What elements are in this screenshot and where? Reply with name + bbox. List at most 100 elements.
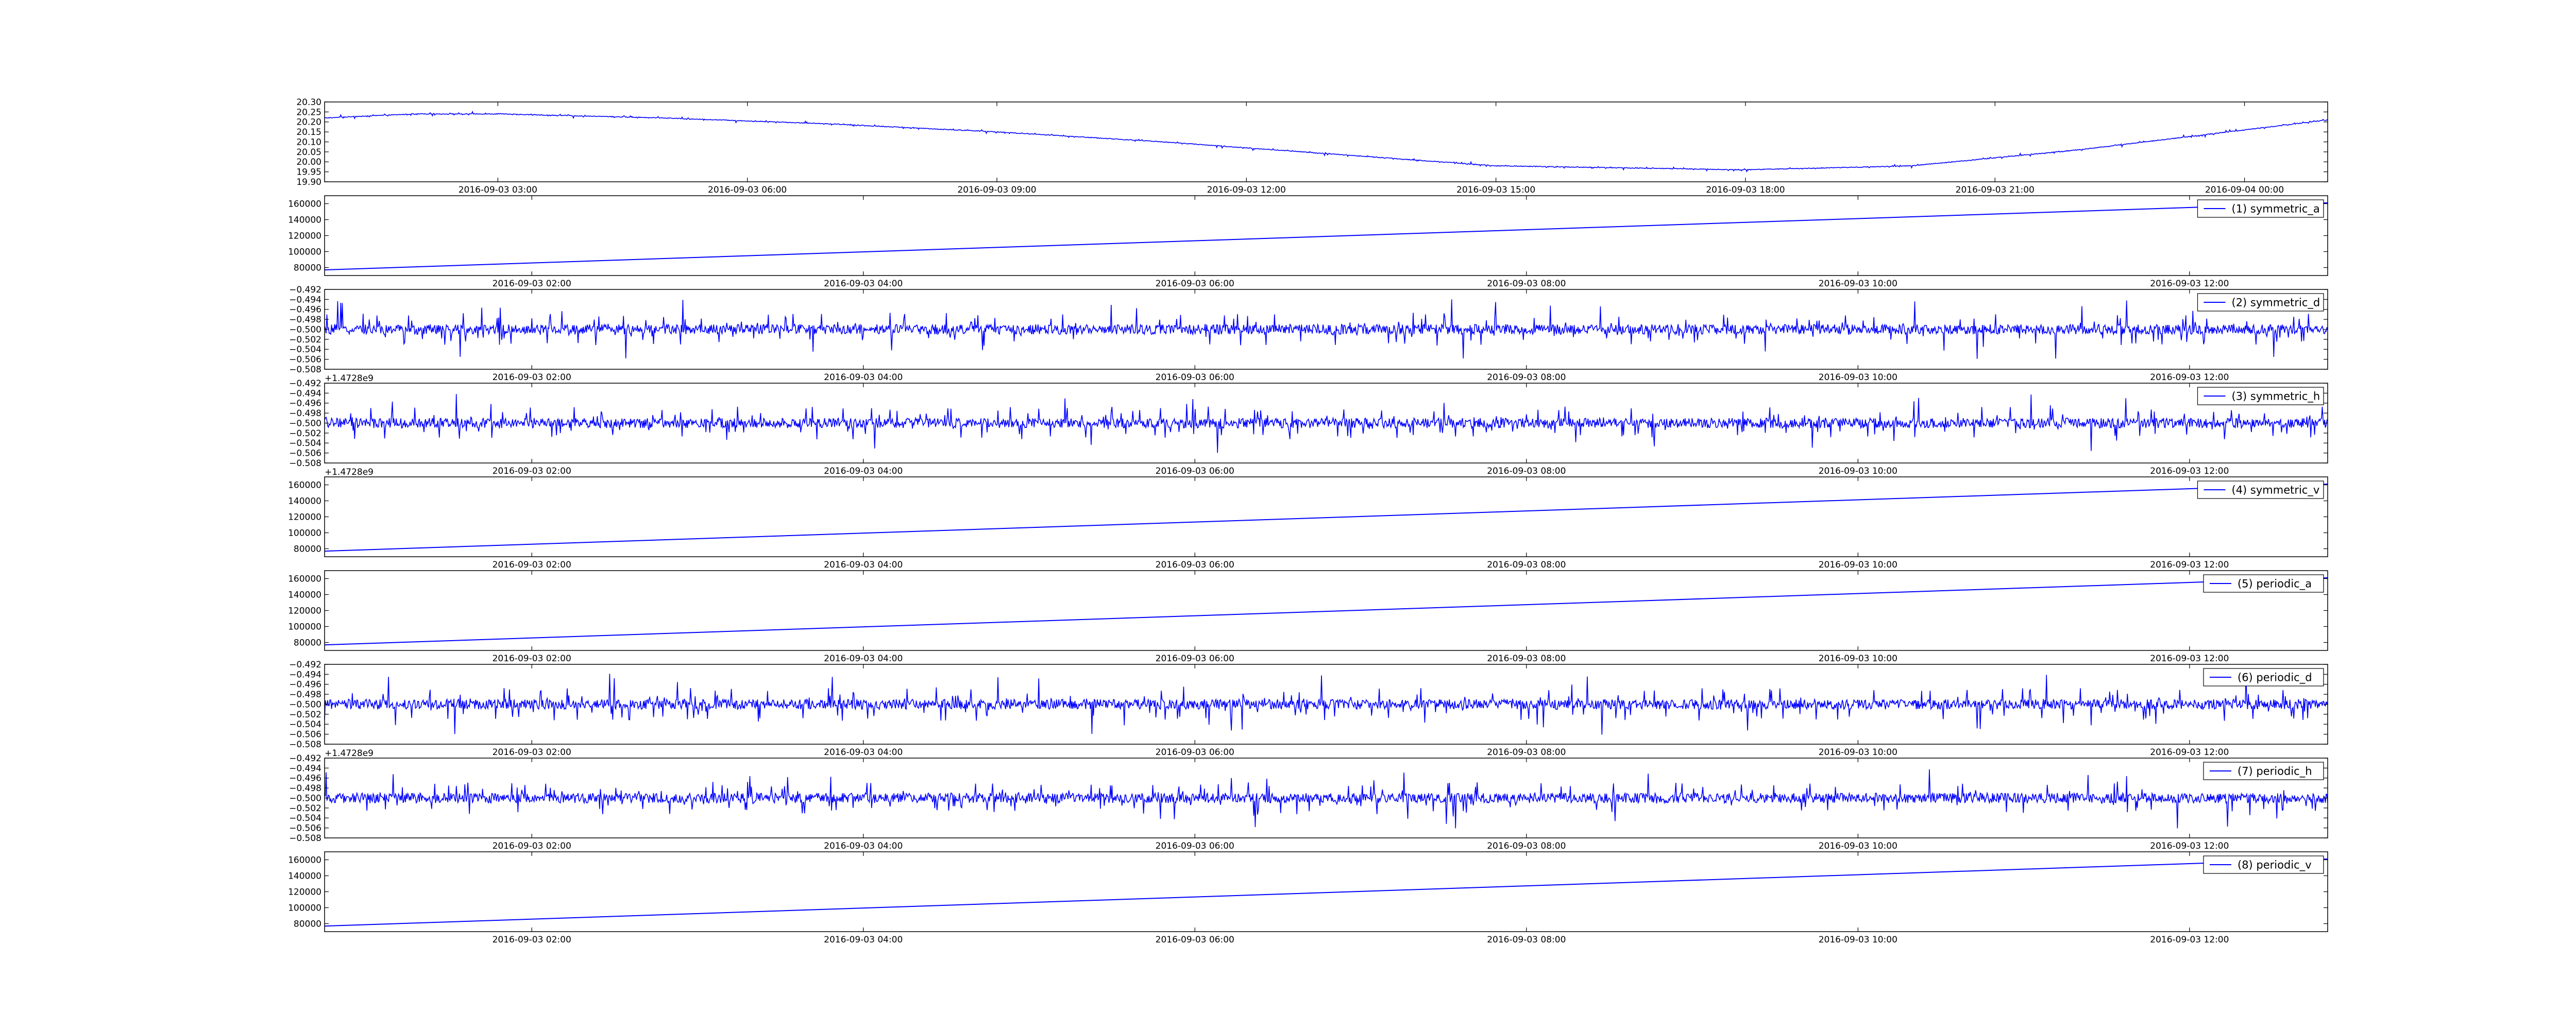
series-line xyxy=(324,110,2328,173)
x-tick-label: 2016-09-03 12:00 xyxy=(2150,372,2229,383)
y-tick-label: 20.00 xyxy=(296,157,321,167)
x-tick-label: 2016-09-03 06:00 xyxy=(1156,466,1234,476)
x-tick-label: 2016-09-03 02:00 xyxy=(493,279,571,289)
y-tick-label: −0.496 xyxy=(289,305,321,315)
y-tick-label: −0.496 xyxy=(289,680,321,690)
y-tick-label: −0.494 xyxy=(289,295,321,305)
y-tick-label: 140000 xyxy=(288,871,321,881)
y-tick-label: 140000 xyxy=(288,215,321,225)
y-tick-label: 120000 xyxy=(288,606,321,616)
x-tick-label: 2016-09-03 12:00 xyxy=(2150,935,2229,945)
x-tick-label: 2016-09-03 10:00 xyxy=(1819,466,1897,476)
x-tick-label: 2016-09-03 04:00 xyxy=(824,747,903,758)
y-tick-label: −0.502 xyxy=(289,710,321,720)
axes-frame xyxy=(324,476,2328,557)
y-tick-label: −0.500 xyxy=(289,418,321,428)
series-line xyxy=(324,674,2328,735)
subplot-2: 160000 140000 120000 100000 80000 2016-09-03 … xyxy=(288,195,2328,289)
x-tick-label: 2016-09-03 06:00 xyxy=(708,185,787,195)
x-tick-label: 2016-09-03 15:00 xyxy=(1456,185,1535,195)
y-tick-label: −0.500 xyxy=(289,324,321,335)
y-tick-label: −0.506 xyxy=(289,355,321,365)
x-tick-label: 2016-09-03 18:00 xyxy=(1706,185,1785,195)
x-tick-label: 2016-09-03 06:00 xyxy=(1156,654,1234,664)
y-tick-label: −0.500 xyxy=(289,793,321,803)
legend-label: (7) periodic_h xyxy=(2238,765,2312,778)
y-tick-label: −0.496 xyxy=(289,774,321,784)
legend: (8) periodic_v xyxy=(2203,855,2324,874)
x-tick-label: 2016-09-03 10:00 xyxy=(1819,747,1897,758)
x-tick-label: 2016-09-03 04:00 xyxy=(824,560,903,570)
y-tick-label: −0.508 xyxy=(289,833,321,844)
x-tick-label: 2016-09-03 08:00 xyxy=(1487,372,1566,383)
legend-label: (3) symmetric_h xyxy=(2232,390,2320,403)
y-tick-label: 20.15 xyxy=(296,127,321,138)
y-tick-label: −0.492 xyxy=(289,379,321,389)
x-tick-label: 2016-09-03 02:00 xyxy=(493,372,571,383)
x-tick-label: 2016-09-03 21:00 xyxy=(1956,185,2035,195)
series-line xyxy=(324,577,2328,646)
y-tick-label: 80000 xyxy=(294,544,321,554)
y-tick-label: −0.504 xyxy=(289,345,321,355)
legend: (1) symmetric_a xyxy=(2197,199,2324,218)
x-tick-label: 2016-09-03 08:00 xyxy=(1487,279,1566,289)
axes-frame xyxy=(324,101,2328,182)
y-tick-label: −0.506 xyxy=(289,449,321,459)
x-tick-label: 2016-09-03 06:00 xyxy=(1156,841,1234,851)
y-tick-label: −0.492 xyxy=(289,285,321,295)
legend: (4) symmetric_v xyxy=(2197,480,2324,499)
y-tick-label: 20.25 xyxy=(296,107,321,117)
x-tick-label: 2016-09-03 04:00 xyxy=(824,279,903,289)
x-tick-label: 2016-09-03 10:00 xyxy=(1819,372,1897,383)
x-tick-label: 2016-09-03 09:00 xyxy=(957,185,1036,195)
y-tick-label: −0.494 xyxy=(289,670,321,680)
y-tick-label: −0.498 xyxy=(289,690,321,700)
x-tick-label: 2016-09-03 04:00 xyxy=(824,654,903,664)
legend-label: (1) symmetric_a xyxy=(2232,203,2320,216)
subplot-5: 160000 140000 120000 100000 80000 2016-09-03 … xyxy=(288,467,2328,570)
y-tick-label: 80000 xyxy=(294,263,321,273)
legend: (2) symmetric_d xyxy=(2197,293,2324,312)
legend: (7) periodic_h xyxy=(2203,762,2324,780)
x-tick-label: 2016-09-03 06:00 xyxy=(1156,935,1234,945)
x-tick-label: 2016-09-03 08:00 xyxy=(1487,841,1566,851)
y-tick-label: −0.504 xyxy=(289,719,321,730)
axes-frame xyxy=(324,195,2328,276)
subplot-1: 20.3020.2520.2020.1520.1020.0520.0019.95… xyxy=(296,97,2328,195)
x-tick-label: 2016-09-03 04:00 xyxy=(824,841,903,851)
y-tick-label: 20.30 xyxy=(296,97,321,108)
y-tick-label: −0.502 xyxy=(289,428,321,439)
y-tick-label: 100000 xyxy=(288,247,321,257)
y-tick-label: 120000 xyxy=(288,231,321,241)
series-line xyxy=(324,484,2328,552)
x-tick-label: 2016-09-03 10:00 xyxy=(1819,279,1897,289)
x-tick-label: 2016-09-03 04:00 xyxy=(824,935,903,945)
y-tick-label: −0.508 xyxy=(289,458,321,469)
legend-label: (8) periodic_v xyxy=(2238,859,2312,872)
axis-offset-text: +1.4728e9 xyxy=(325,748,374,759)
x-tick-label: 2016-09-03 08:00 xyxy=(1487,935,1566,945)
x-tick-label: 2016-09-03 02:00 xyxy=(493,841,571,851)
y-tick-label: −0.498 xyxy=(289,408,321,419)
y-tick-label: 120000 xyxy=(288,887,321,897)
y-tick-label: 80000 xyxy=(294,638,321,648)
series-line xyxy=(324,202,2328,271)
y-tick-label: −0.492 xyxy=(289,753,321,764)
x-tick-label: 2016-09-03 10:00 xyxy=(1819,654,1897,664)
y-tick-label: −0.506 xyxy=(289,730,321,740)
y-tick-label: 120000 xyxy=(288,512,321,522)
x-tick-label: 2016-09-03 12:00 xyxy=(2150,466,2229,476)
y-tick-label: 19.95 xyxy=(296,167,321,178)
x-tick-label: 2016-09-03 02:00 xyxy=(493,654,571,664)
y-tick-label: −0.494 xyxy=(289,388,321,399)
legend: (6) periodic_d xyxy=(2203,668,2324,686)
legend-label: (5) periodic_a xyxy=(2238,578,2312,591)
y-tick-label: 20.10 xyxy=(296,137,321,147)
x-tick-label: 2016-09-03 06:00 xyxy=(1156,747,1234,758)
series-line xyxy=(324,299,2328,359)
y-tick-label: 20.20 xyxy=(296,117,321,128)
y-tick-label: 100000 xyxy=(288,903,321,913)
y-tick-label: 160000 xyxy=(288,199,321,209)
legend-label: (4) symmetric_v xyxy=(2232,484,2320,497)
